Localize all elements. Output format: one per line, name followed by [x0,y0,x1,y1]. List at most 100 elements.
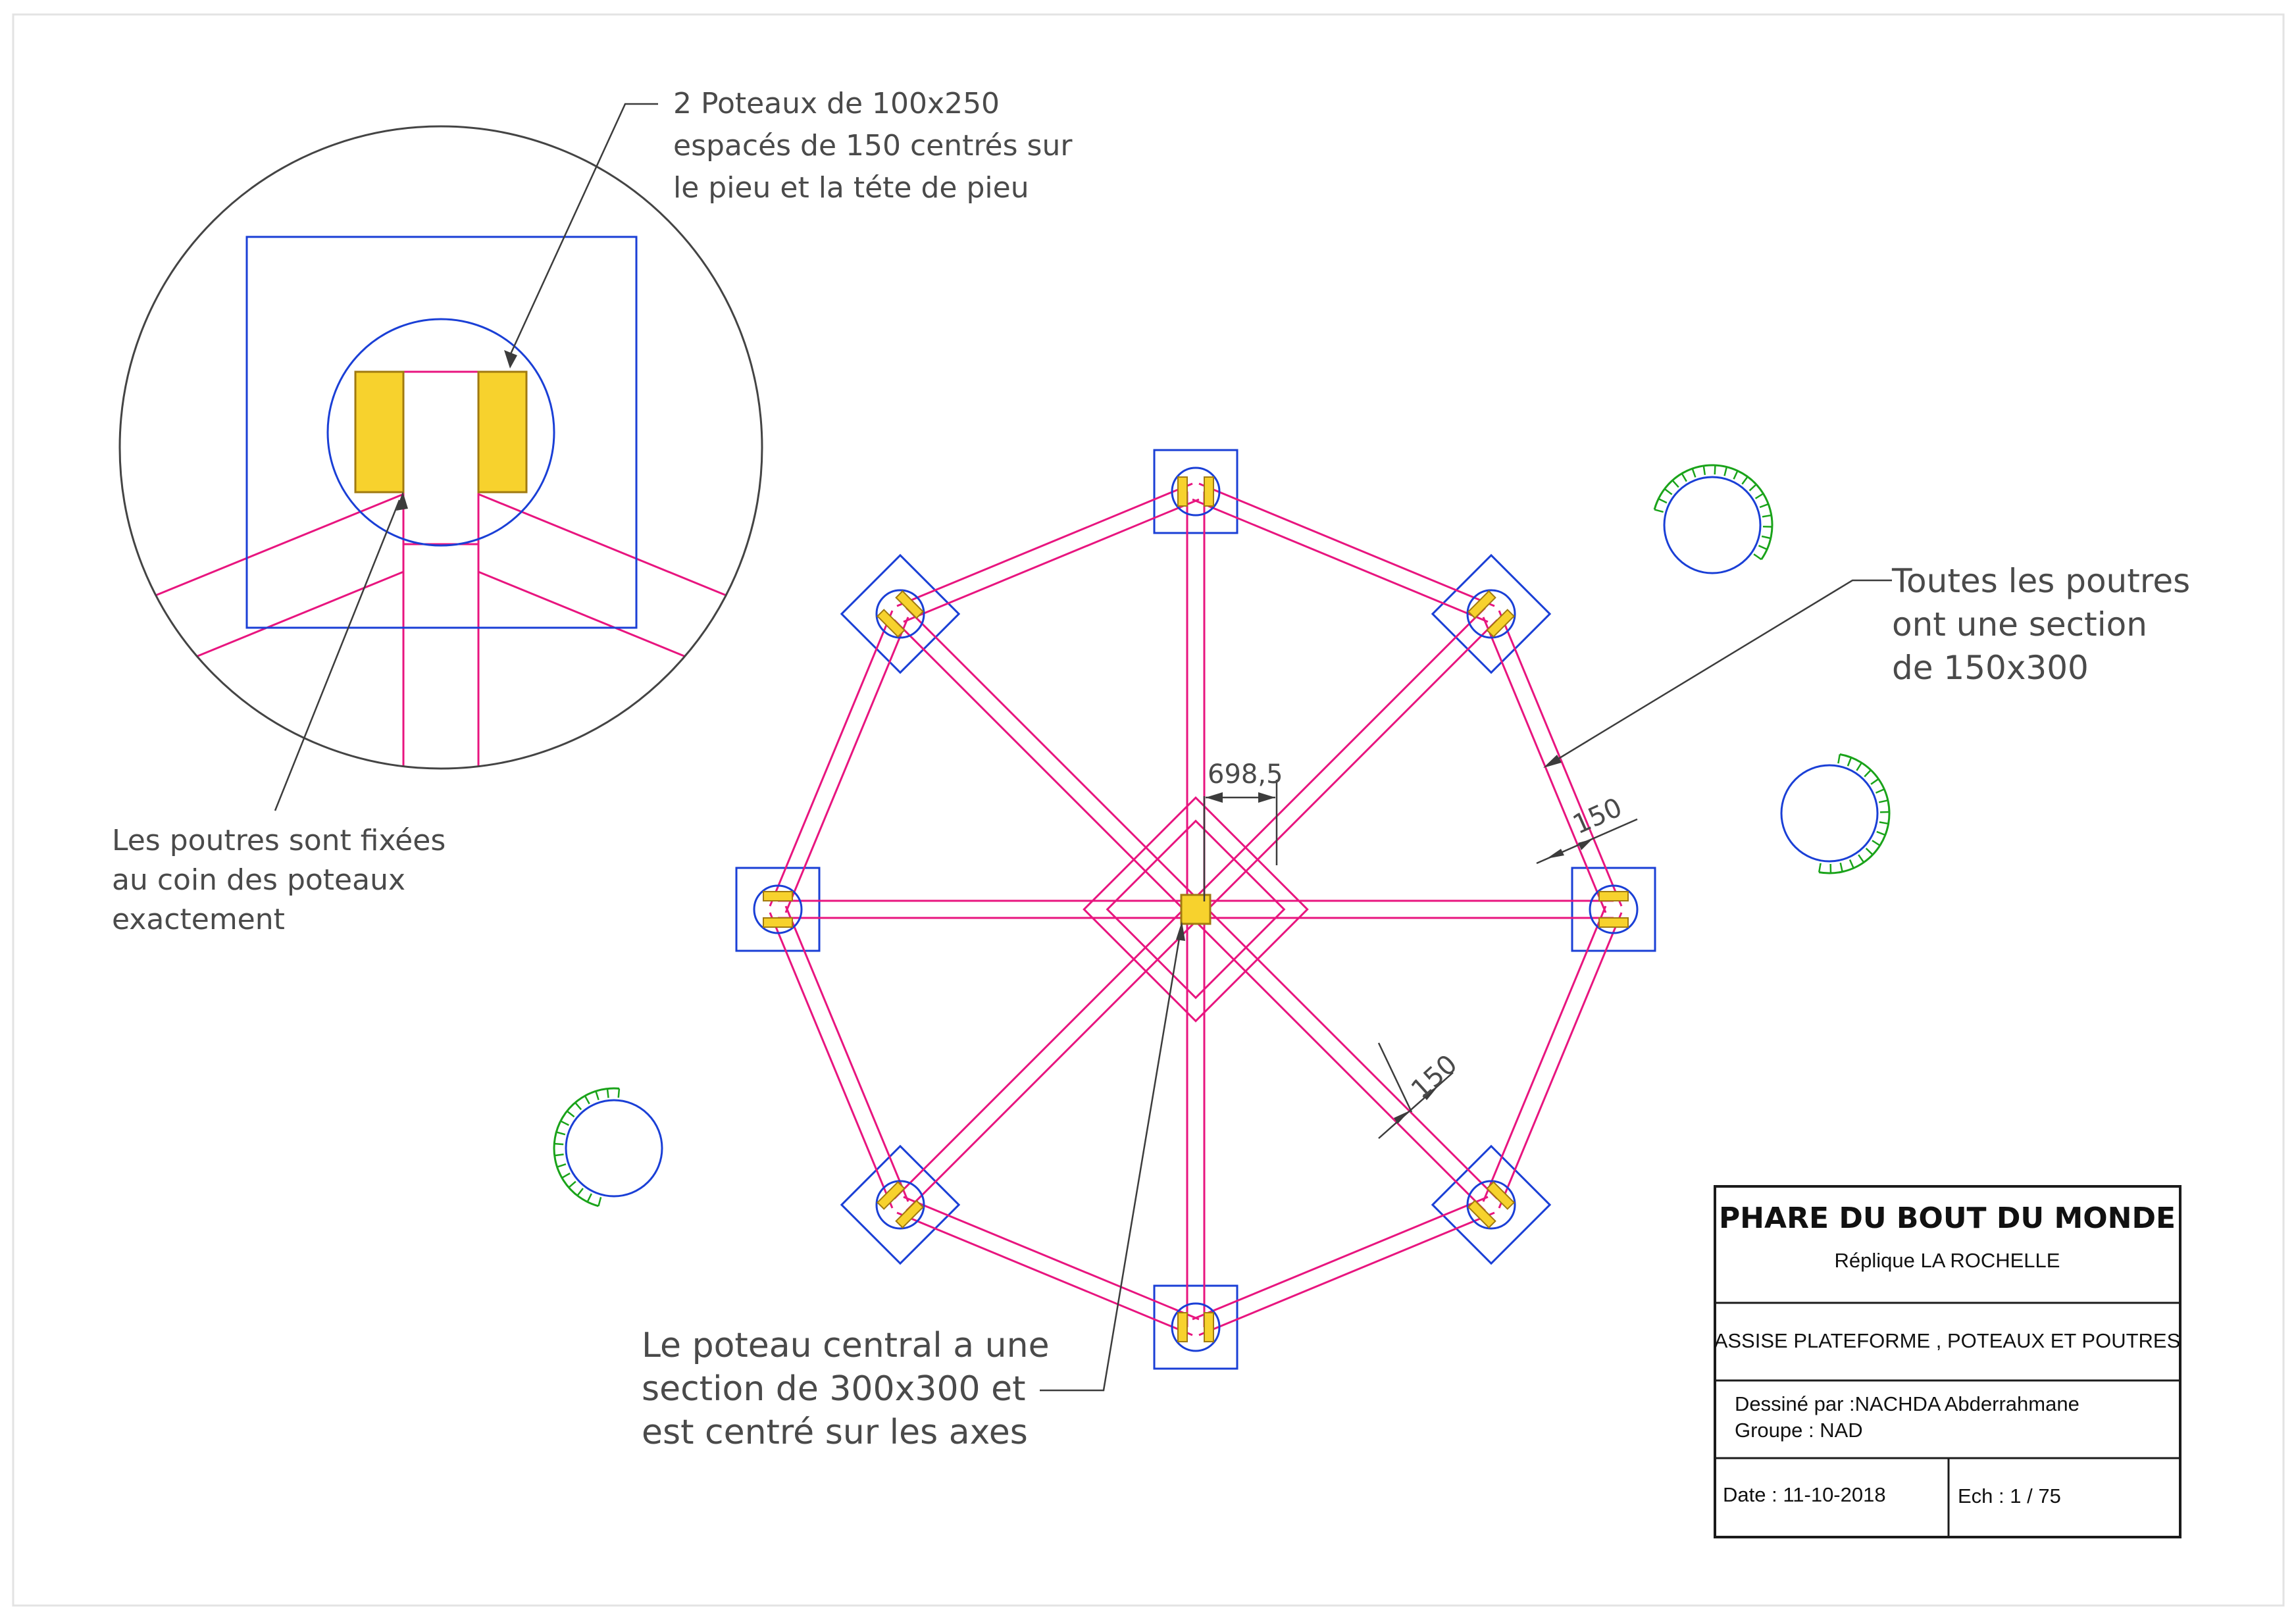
pile-hatch-tick-0-10 [1741,476,1748,485]
footing-square-2 [1571,867,1656,952]
central-post-leader [1040,934,1181,1392]
radial-beam-5-edge-b [906,915,1203,1212]
perimeter-beam-0-edge-b [1198,482,1495,607]
pile-hatch-tick-0-5 [1691,468,1696,478]
beams-leader [1552,579,1892,763]
post-7-0 [876,609,906,638]
title-block-drawn-by: Dessiné par :NACHDA Abderrahmane [1735,1392,2079,1415]
dimension-offset-label: 698,5 [1208,759,1283,790]
pile-hatch-tick-2-10 [566,1110,575,1118]
perimeter-beam-4-edge-b [896,1211,1193,1336]
footing-square-0 [1153,449,1238,534]
pile-circle-1 [1466,589,1516,639]
pile-hatch-tick-0-11 [1748,484,1757,492]
post-pair-5 [876,1180,925,1229]
post-4-0 [1204,1312,1214,1342]
pile-hatch-tick-2-6 [554,1153,564,1157]
pile-hatch-tick-2-12 [584,1095,590,1105]
perimeter-beam-2-edge-b [1498,912,1623,1209]
radial-beam-7-edge-b [893,619,1190,917]
post-pair-0 [1177,476,1214,507]
pile-hatch-tick-2-0 [598,1197,602,1207]
footing-square-6 [735,867,821,952]
dim150d-arrow-b [1423,1086,1439,1100]
central-collar-0 [1106,819,1286,1000]
title-block-subtitle: Réplique LA ROCHELLE [1835,1249,2060,1272]
detail-footing-square [245,236,638,629]
pile-hatch-tick-0-3 [1671,480,1679,488]
pile-circle-6 [753,884,803,934]
post-3-0 [1486,1180,1516,1210]
pile-circle-7 [875,589,925,639]
sheet-border [12,13,2285,1607]
annotation-beam-fixing: Les poutres sont fixées au coin des pote… [112,824,455,936]
dimension-beam-width-diag [1377,1042,1454,1139]
radial-beam-3-edge-b [1201,902,1498,1200]
pile-hatch-tick-1-4 [1870,778,1879,785]
pile-hatch-tick-0-9 [1733,470,1739,480]
leader-arrowhead-bottom [396,492,408,511]
pile-hatch-tick-2-13 [595,1090,600,1101]
dimension-beam-width-diag-label: 150 [1406,1049,1464,1105]
pile-hatch-tick-1-10 [1872,840,1881,846]
pile-hatch-tick-0-0 [1654,509,1664,513]
octagon-plan [735,449,1656,1370]
central-collar-1 [1083,796,1309,1023]
pile-hatch-tick-2-14 [606,1088,609,1098]
perimeter-beam-3-edge-a [1192,1196,1489,1321]
post-6-0 [763,917,793,928]
footing-square-1 [1431,553,1552,674]
post-5-0 [895,1200,925,1229]
pile-hatch-tick-1-3 [1864,769,1872,778]
detail-pile-circle [326,318,555,547]
dim150-arrow-b [1578,839,1593,850]
post-7-1 [895,590,925,619]
pile-hatch-tick-2-2 [576,1188,584,1196]
pile-hatch-tick-1-5 [1875,788,1885,794]
pile-hatch-tick-2-3 [568,1180,576,1188]
perimeter-beam-6-edge-b [769,610,894,907]
pile-hatch-tick-1-9 [1876,830,1886,836]
dim150d-arrow-a [1394,1111,1410,1124]
annotation-all-beams: Toutes les poutres ont une section de 15… [1891,562,2201,687]
pile-hatch-tick-1-14 [1839,862,1843,873]
pile-hatch-tick-0-4 [1681,473,1687,482]
pile-hatch-tick-0-14 [1762,514,1772,518]
pile-hatch-tick-1-8 [1879,821,1889,825]
post-1-0 [1467,590,1496,619]
title-block-title: PHARE DU BOUT DU MONDE [1719,1202,2176,1235]
pile-hatch-tick-2-8 [556,1131,566,1136]
post-pair-2 [1598,891,1629,928]
surrounding-pile-2 [565,1099,663,1198]
radial-beam-1-edge-b [1188,607,1486,904]
perimeter-beam-3-edge-b [1198,1211,1495,1336]
beams-leader-arrowhead [1543,755,1562,768]
footing-square-5 [840,1144,961,1265]
detail-post-left [354,370,405,494]
pile-hatch-tick-0-17 [1758,545,1768,550]
perimeter-beam-2-edge-a [1482,905,1607,1202]
pile-hatch-tick-1-16 [1818,863,1822,873]
post-pair-6 [763,891,793,928]
annotation-posts: 2 Poteaux de 100x250 espacés de 150 cent… [673,87,1081,205]
pile-hatch-tick-1-6 [1878,799,1889,803]
pile-hatch-arc-2 [553,1087,620,1207]
pile-hatch-arc-1 [1818,753,1891,874]
perimeter-beam-1-edge-a [1482,617,1607,913]
perimeter-beam-5-edge-b [769,912,894,1209]
pile-hatch-tick-0-8 [1723,467,1728,476]
post-1-1 [1486,609,1516,638]
footing-square-7 [840,553,961,674]
footing-square-4 [1153,1284,1238,1370]
perimeter-beam-7-edge-a [903,498,1200,623]
pile-hatch-tick-0-18 [1753,553,1762,561]
surrounding-piles [553,464,1891,1207]
post-5-1 [876,1180,906,1210]
pile-hatch-tick-0-6 [1702,465,1706,475]
detail-leaders [274,103,658,811]
annotation-central-post: Le poteau central a une section de 300x3… [642,1326,1060,1452]
central-post-leader-arrowhead [1176,921,1185,941]
pile-hatch-tick-1-12 [1858,854,1865,863]
pile-hatch-tick-0-16 [1761,535,1772,540]
pile-hatch-tick-1-1 [1847,757,1852,767]
